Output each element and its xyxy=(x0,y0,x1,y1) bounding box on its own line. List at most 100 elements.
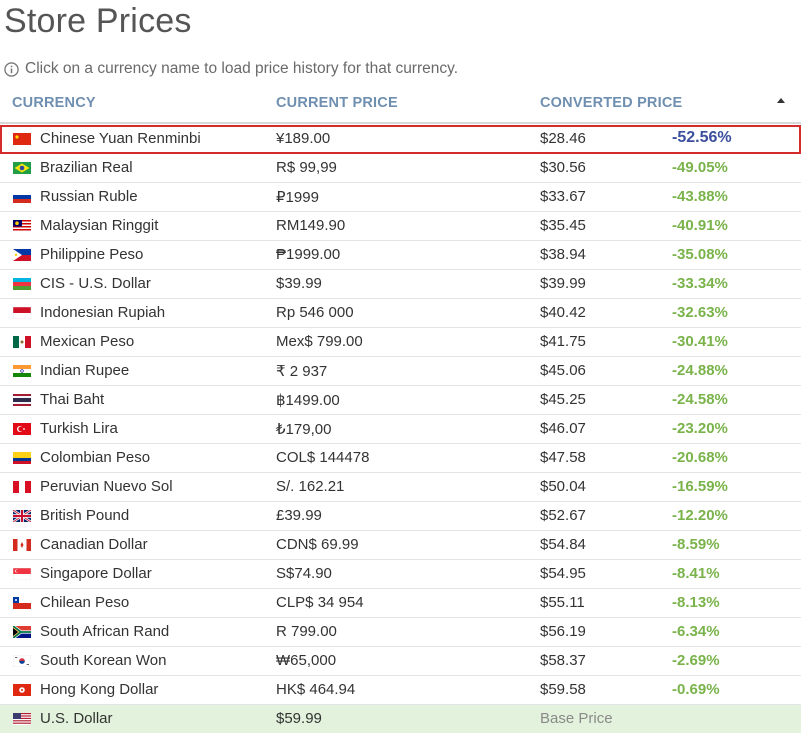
table-row[interactable]: CIS - U.S. Dollar $39.99 $39.99 -33.34% xyxy=(0,270,801,299)
sort-arrow-icon[interactable] xyxy=(777,98,785,103)
table-row[interactable]: Hong Kong Dollar HK$ 464.94 $59.58 -0.69% xyxy=(0,676,801,705)
price-difference: -32.63% xyxy=(672,304,728,321)
header-currency[interactable]: CURRENCY xyxy=(12,95,96,111)
current-price: ₩65,000 xyxy=(276,652,337,669)
table-row[interactable]: Peruvian Nuevo Sol S/. 162.21 $50.04 -16.59… xyxy=(0,473,801,502)
currency-name[interactable]: Chilean Peso xyxy=(40,594,130,611)
hint-text: Click on a currency name to load price h… xyxy=(25,60,459,77)
table-row[interactable]: South Korean Won ₩65,000 $58.37 -2.69% xyxy=(0,647,801,676)
currency-name[interactable]: Russian Ruble xyxy=(40,188,138,205)
current-price: $59.99 xyxy=(276,710,322,727)
flag-tr-icon xyxy=(13,423,31,435)
converted-price: $54.95 xyxy=(540,565,586,582)
table-row[interactable]: Canadian Dollar CDN$ 69.99 $54.84 -8.59% xyxy=(0,531,801,560)
flag-my-icon xyxy=(13,220,31,232)
current-price: COL$ 144478 xyxy=(276,449,370,466)
currency-name[interactable]: Hong Kong Dollar xyxy=(40,681,159,698)
currency-name[interactable]: South African Rand xyxy=(40,623,170,640)
flag-sg-icon xyxy=(13,568,31,580)
current-price: R$ 99,99 xyxy=(276,159,337,176)
flag-in-icon xyxy=(13,365,31,377)
current-price: S$74.90 xyxy=(276,565,332,582)
currency-name[interactable]: British Pound xyxy=(40,507,130,524)
flag-hk-icon xyxy=(13,684,31,696)
table-row[interactable]: Chilean Peso CLP$ 34 954 $55.11 -8.13% xyxy=(0,589,801,618)
table-row[interactable]: Brazilian Real R$ 99,99 $30.56 -49.05% xyxy=(0,154,801,183)
current-price: ₹ 2 937 xyxy=(276,363,328,380)
price-difference: -20.68% xyxy=(672,449,728,466)
currency-name[interactable]: Peruvian Nuevo Sol xyxy=(40,478,173,495)
flag-mx-icon xyxy=(13,336,31,348)
currency-name[interactable]: CIS - U.S. Dollar xyxy=(40,275,151,292)
converted-price: Base Price xyxy=(540,710,613,727)
converted-price: $33.67 xyxy=(540,188,586,205)
table-row[interactable]: Malaysian Ringgit RM149.90 $35.45 -40.91% xyxy=(0,212,801,241)
converted-price: $41.75 xyxy=(540,333,586,350)
currency-name[interactable]: Malaysian Ringgit xyxy=(40,217,159,234)
price-difference: -33.34% xyxy=(672,275,728,292)
currency-name[interactable]: Singapore Dollar xyxy=(40,565,152,582)
current-price: Rp 546 000 xyxy=(276,304,354,321)
table-row[interactable]: Indonesian Rupiah Rp 546 000 $40.42 -32.63% xyxy=(0,299,801,328)
currency-name[interactable]: Turkish Lira xyxy=(40,420,118,437)
converted-price: $35.45 xyxy=(540,217,586,234)
currency-name[interactable]: Thai Baht xyxy=(40,391,105,408)
price-difference: -35.08% xyxy=(672,246,728,263)
flag-za-icon xyxy=(13,626,31,638)
currency-name[interactable]: Philippine Peso xyxy=(40,246,144,263)
currency-name[interactable]: Colombian Peso xyxy=(40,449,151,466)
table-row[interactable]: South African Rand R 799.00 $56.19 -6.34% xyxy=(0,618,801,647)
flag-br-icon xyxy=(13,162,31,174)
hint-text-row: Click on a currency name to load price h… xyxy=(4,60,458,78)
flag-us-icon xyxy=(13,713,31,725)
converted-price: $54.84 xyxy=(540,536,586,553)
flag-ru-icon xyxy=(13,191,31,203)
currency-name[interactable]: Indian Rupee xyxy=(40,362,130,379)
flag-pe-icon xyxy=(13,481,31,493)
converted-price: $56.19 xyxy=(540,623,586,640)
currency-name[interactable]: U.S. Dollar xyxy=(40,710,113,727)
converted-price: $39.99 xyxy=(540,275,586,292)
flag-cl-icon xyxy=(13,597,31,609)
current-price: ฿1499.00 xyxy=(276,392,340,409)
converted-price: $50.04 xyxy=(540,478,586,495)
currency-name[interactable]: Canadian Dollar xyxy=(40,536,148,553)
converted-price: $46.07 xyxy=(540,420,586,437)
converted-price: $38.94 xyxy=(540,246,586,263)
converted-price: $30.56 xyxy=(540,159,586,176)
table-row[interactable]: Mexican Peso Mex$ 799.00 $41.75 -30.41% xyxy=(0,328,801,357)
currency-name[interactable]: South Korean Won xyxy=(40,652,167,669)
currency-name[interactable]: Indonesian Rupiah xyxy=(40,304,166,321)
table-row[interactable]: Singapore Dollar S$74.90 $54.95 -8.41% xyxy=(0,560,801,589)
header-current-price[interactable]: CURRENT PRICE xyxy=(276,95,398,111)
table-row[interactable]: Colombian Peso COL$ 144478 $47.58 -20.68% xyxy=(0,444,801,473)
current-price: Mex$ 799.00 xyxy=(276,333,363,350)
converted-price: $40.42 xyxy=(540,304,586,321)
table-row[interactable]: Turkish Lira ₺179,00 $46.07 -23.20% xyxy=(0,415,801,444)
table-row[interactable]: Chinese Yuan Renminbi ¥189.00 $28.46 -52.56… xyxy=(0,125,801,154)
current-price: £39.99 xyxy=(276,507,322,524)
converted-price: $45.06 xyxy=(540,362,586,379)
table-header: CURRENCY CURRENT PRICE CONVERTED PRICE xyxy=(0,88,801,124)
current-price: ₽1999 xyxy=(276,189,319,206)
table-row[interactable]: Philippine Peso ₱1999.00 $38.94 -35.08% xyxy=(0,241,801,270)
currency-name[interactable]: Brazilian Real xyxy=(40,159,133,176)
table-row[interactable]: British Pound £39.99 $52.67 -12.20% xyxy=(0,502,801,531)
table-row[interactable]: U.S. Dollar $59.99 Base Price xyxy=(0,705,801,733)
current-price: RM149.90 xyxy=(276,217,346,234)
price-difference: -8.59% xyxy=(672,536,720,553)
table-row[interactable]: Thai Baht ฿1499.00 $45.25 -24.58% xyxy=(0,386,801,415)
price-difference: -49.05% xyxy=(672,159,728,176)
currency-name[interactable]: Mexican Peso xyxy=(40,333,135,350)
flag-ph-icon xyxy=(13,249,31,261)
flag-kr-icon xyxy=(13,655,31,667)
table-row[interactable]: Russian Ruble ₽1999 $33.67 -43.88% xyxy=(0,183,801,212)
flag-az-icon xyxy=(13,278,31,290)
current-price: ₺179,00 xyxy=(276,421,332,438)
flag-cn-icon xyxy=(13,133,31,145)
price-difference: -23.20% xyxy=(672,420,728,437)
header-converted-price[interactable]: CONVERTED PRICE xyxy=(540,95,683,111)
table-row[interactable]: Indian Rupee ₹ 2 937 $45.06 -24.88% xyxy=(0,357,801,386)
currency-name[interactable]: Chinese Yuan Renminbi xyxy=(40,130,201,147)
flag-ca-icon xyxy=(13,539,31,551)
